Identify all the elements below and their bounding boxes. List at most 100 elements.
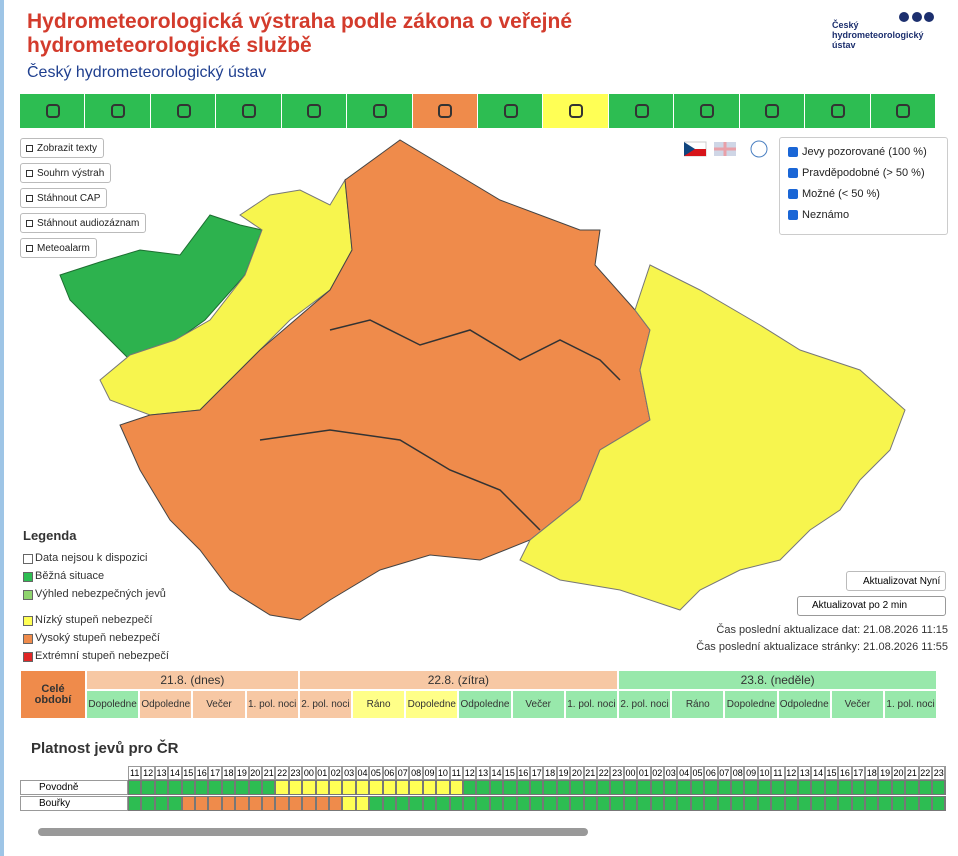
page-time: Čas poslední aktualizace stránky: 21.08.… — [696, 641, 948, 653]
scroll-thumb[interactable] — [38, 828, 588, 836]
hour-cell — [824, 780, 839, 795]
hour-cell — [315, 780, 329, 795]
hour: 10 — [436, 766, 450, 780]
hour-cell — [154, 780, 169, 795]
hour-cell — [583, 780, 597, 795]
day-header: 21.8. (dnes) — [86, 670, 299, 690]
toolbar-tab[interactable] — [608, 94, 675, 128]
hour: 12 — [141, 766, 155, 780]
hour-cell — [570, 796, 584, 811]
period-slot[interactable]: Ráno — [671, 690, 725, 719]
hour-cell — [168, 780, 182, 795]
subtitle: Český hydrometeorologický ústav — [27, 64, 267, 81]
period-slot[interactable]: Večer — [192, 690, 246, 719]
side-button[interactable]: Stáhnout CAP — [20, 188, 108, 208]
period-slot[interactable]: Odpoledne — [458, 690, 512, 719]
period-slot[interactable]: Večer — [511, 690, 565, 719]
refresh-select[interactable]: Aktualizovat po 2 min — [797, 596, 946, 616]
hour-cell — [543, 780, 557, 795]
hour-cell — [355, 780, 370, 795]
toolbar-tab[interactable] — [412, 94, 478, 128]
legend-swatch — [23, 634, 33, 644]
side-button[interactable]: Stáhnout audiozáznam — [20, 213, 147, 233]
checkbox-label: Možné (< 50 %) — [802, 188, 880, 200]
hour: 04 — [677, 766, 691, 780]
side-button[interactable]: Souhrn výstrah — [20, 163, 112, 183]
tab-icon — [896, 104, 911, 118]
toolbar-tab[interactable] — [20, 94, 86, 128]
hour-cell — [731, 796, 745, 811]
toolbar-tab[interactable] — [805, 94, 871, 128]
hour-cell — [141, 796, 155, 811]
hour-cell — [463, 780, 477, 795]
hour: 19 — [235, 766, 249, 780]
hour-cell — [851, 796, 865, 811]
period-slot[interactable]: Dopoledne — [86, 690, 140, 719]
hour: 23 — [932, 766, 946, 780]
toolbar-tab[interactable] — [347, 94, 413, 128]
hour-cell — [396, 796, 410, 811]
hour: 05 — [690, 766, 705, 780]
checkbox-row[interactable]: Pravděpodobné (> 50 %) — [788, 167, 925, 179]
checkbox[interactable] — [788, 189, 798, 199]
hour-cell — [262, 780, 276, 795]
period-table: Celé období 21.8. (dnes) Dopoledne Odpoledn… — [20, 670, 946, 719]
logo-line: Český — [832, 20, 859, 30]
hour: 19 — [878, 766, 892, 780]
hour: 06 — [382, 766, 396, 780]
checkbox[interactable] — [788, 168, 798, 178]
toolbar-tab[interactable] — [85, 94, 151, 128]
hour: 16 — [838, 766, 852, 780]
side-button[interactable]: Zobrazit texty — [20, 138, 105, 158]
toolbar-tab[interactable] — [150, 94, 217, 128]
period-slot[interactable]: Večer — [830, 690, 884, 719]
hour-cell — [905, 796, 919, 811]
hour: 14 — [489, 766, 504, 780]
checkbox-row[interactable]: Neznámo — [788, 209, 849, 221]
period-slot[interactable]: Odpoledne — [777, 690, 831, 719]
map — [59, 139, 906, 621]
side-button[interactable]: Meteoalarm — [20, 238, 97, 258]
hour-cell — [302, 780, 316, 795]
hour-cell — [583, 796, 597, 811]
period-slot[interactable]: 1. pol. noci — [245, 690, 299, 719]
checkbox-row[interactable]: Jevy pozorované (100 %) — [788, 146, 927, 158]
hour-cell — [128, 796, 142, 811]
hour: 11 — [771, 766, 785, 780]
period-slot[interactable]: Dopoledne — [405, 690, 459, 719]
day-header: 22.8. (zítra) — [298, 670, 618, 690]
period-slot[interactable]: Odpoledne — [139, 690, 193, 719]
logo-line: ústav — [832, 40, 856, 50]
hour-cell — [878, 796, 892, 811]
refresh-button[interactable]: Aktualizovat Nyní — [846, 571, 947, 591]
title: Hydrometeorologická výstraha podle zákon… — [27, 10, 573, 57]
hour: 08 — [731, 766, 745, 780]
period-slot[interactable]: Dopoledne — [724, 690, 778, 719]
toolbar-tab[interactable] — [478, 94, 544, 128]
period-slot[interactable]: 1. pol. noci — [884, 690, 938, 719]
checkbox[interactable] — [788, 147, 798, 157]
period-slot[interactable]: 1. pol. noci — [564, 690, 618, 719]
hour-cell — [918, 780, 932, 795]
period-slot[interactable]: Ráno — [352, 690, 406, 719]
toolbar-tab[interactable] — [216, 94, 282, 128]
hour-cell — [476, 796, 490, 811]
hour-cell — [422, 780, 437, 795]
checkbox[interactable] — [788, 210, 798, 220]
hour-cell — [623, 796, 638, 811]
tab-icon — [503, 104, 518, 118]
toolbar-tab[interactable] — [543, 94, 609, 128]
scrollbar[interactable] — [20, 826, 946, 838]
hour: 03 — [664, 766, 678, 780]
legend-swatch — [23, 590, 33, 600]
toolbar-tab[interactable] — [674, 94, 740, 128]
period-slot[interactable]: 2. pol. noci — [298, 690, 352, 719]
checkbox-row[interactable]: Možné (< 50 %) — [788, 188, 880, 200]
hour-cell — [141, 780, 155, 795]
hour-cell — [516, 796, 530, 811]
toolbar-tab[interactable] — [739, 94, 806, 128]
toolbar-tab[interactable] — [281, 94, 348, 128]
toolbar-tab[interactable] — [870, 94, 936, 128]
hour-cell — [784, 796, 798, 811]
period-slot[interactable]: 2. pol. noci — [618, 690, 672, 719]
